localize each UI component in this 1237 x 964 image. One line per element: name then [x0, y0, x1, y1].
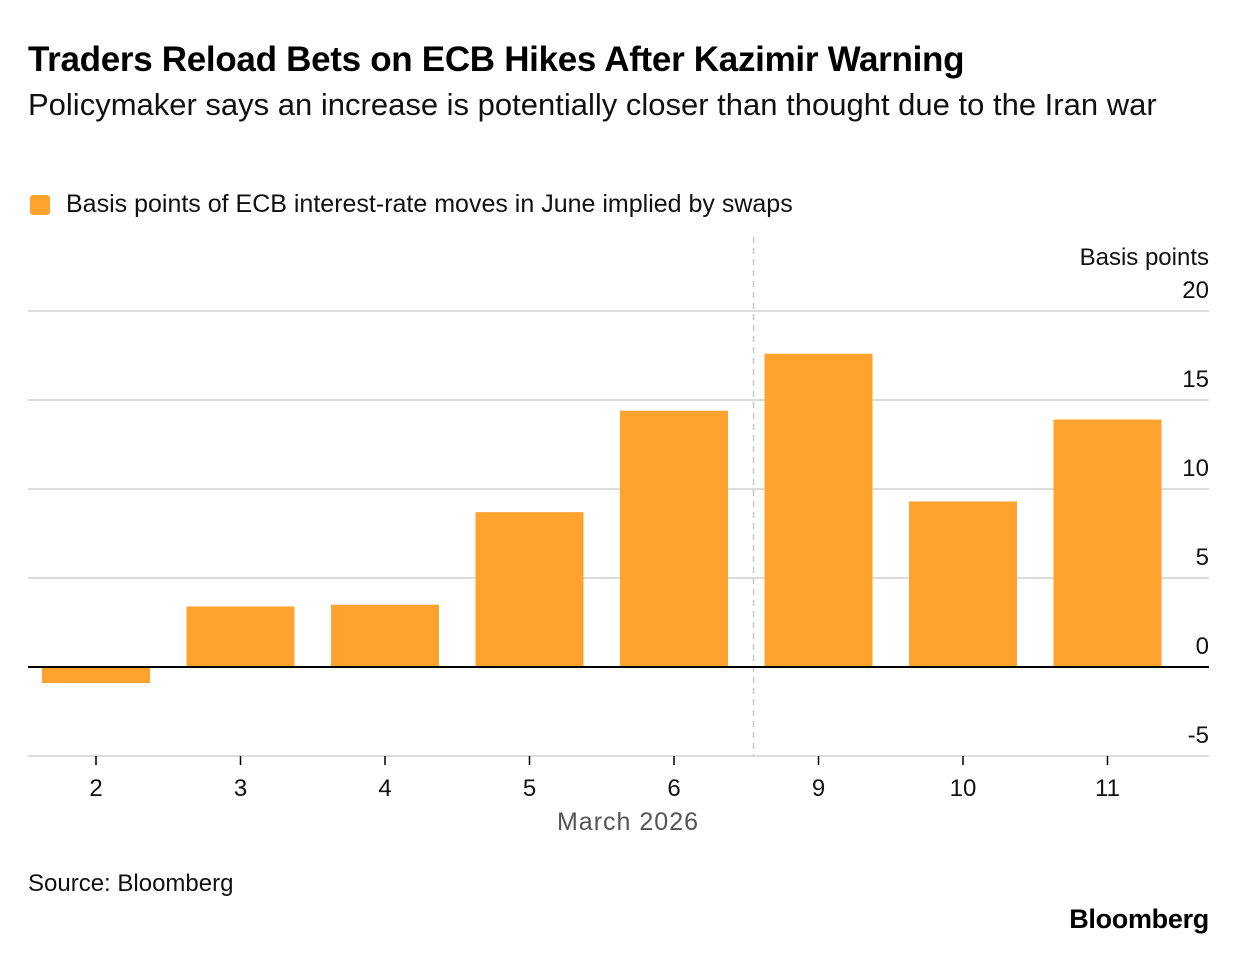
x-tick-label: 2 — [89, 775, 102, 802]
brand-logo: Bloomberg — [1069, 904, 1209, 934]
bar-2 — [42, 667, 150, 684]
bar-11 — [1053, 419, 1162, 667]
bar-6 — [620, 410, 728, 667]
x-tick-label: 6 — [667, 775, 680, 802]
bar-9 — [764, 353, 873, 667]
bar-3 — [186, 606, 295, 667]
legend-label: Basis points of ECB interest-rate moves … — [66, 190, 793, 218]
bar-4 — [331, 604, 439, 667]
source-note: Source: Bloomberg — [28, 870, 234, 897]
x-tick-label: 4 — [378, 775, 391, 802]
x-tick-label: 11 — [1095, 775, 1120, 802]
bar-5 — [475, 512, 584, 667]
x-tick-label: 3 — [234, 775, 247, 802]
y-tick-label: 10 — [1182, 455, 1209, 482]
legend: Basis points of ECB interest-rate moves … — [30, 190, 793, 219]
x-tick-label: 9 — [812, 775, 825, 802]
y-tick-label: 0 — [1196, 633, 1209, 660]
bar-10 — [909, 501, 1017, 667]
legend-swatch — [30, 194, 50, 215]
x-tick-label: 5 — [523, 775, 536, 802]
bar-chart: -5 0 5 10 15 20 Basis points 2 3 4 5 6 9 10 11 March 20… — [28, 237, 1209, 836]
y-tick-label: 5 — [1196, 544, 1209, 571]
x-axis-title: March 2026 — [557, 808, 699, 836]
y-tick-label: 20 — [1182, 277, 1209, 304]
chart-title: Traders Reload Bets on ECB Hikes After K… — [28, 40, 965, 79]
y-axis-title: Basis points — [1080, 244, 1209, 271]
chart-subtitle: Policymaker says an increase is potentia… — [28, 87, 1157, 122]
y-tick-label: -5 — [1188, 722, 1209, 749]
x-tick-label: 10 — [950, 775, 977, 802]
y-tick-label: 15 — [1182, 366, 1209, 393]
